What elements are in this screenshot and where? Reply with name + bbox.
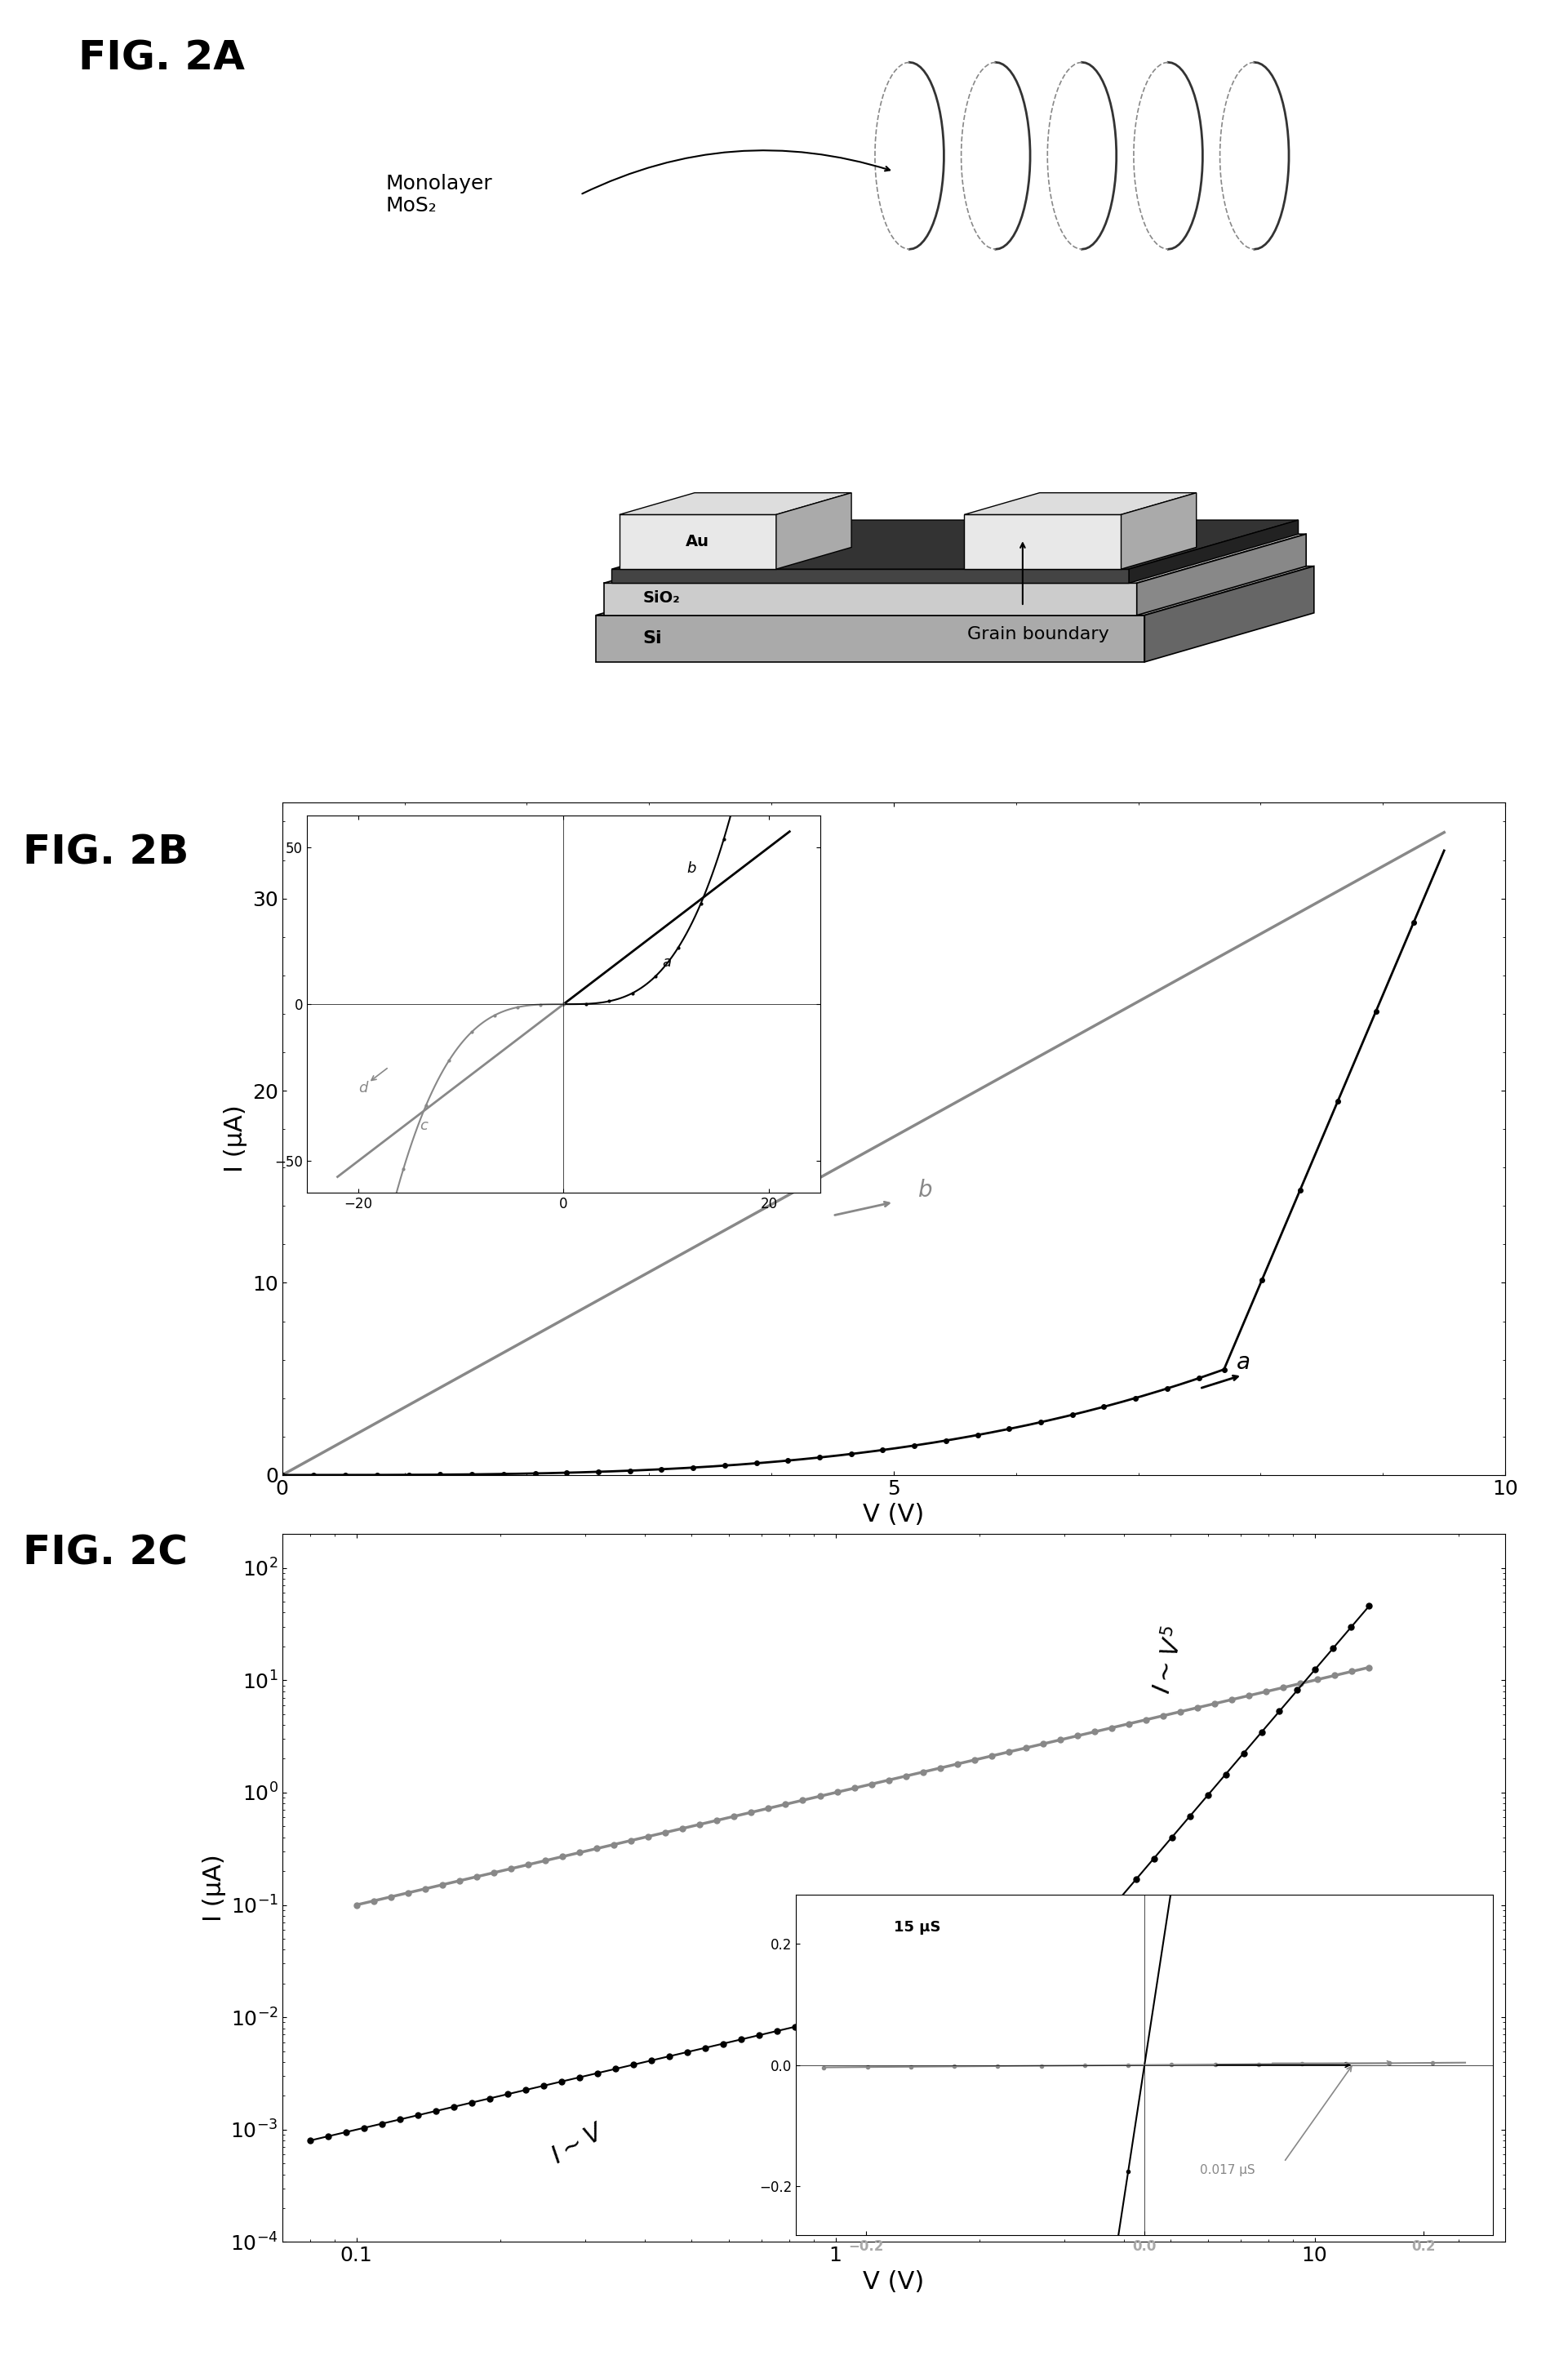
Text: FIG. 2B: FIG. 2B [22,833,188,873]
X-axis label: V (V): V (V) [862,1503,925,1527]
Polygon shape [604,583,1137,616]
X-axis label: V (V): V (V) [862,2270,925,2294]
Text: $I\sim V^5$: $I\sim V^5$ [1148,1624,1189,1697]
Polygon shape [1137,533,1306,616]
Polygon shape [604,533,1306,583]
Text: Monolayer
MoS₂: Monolayer MoS₂ [386,175,492,215]
Polygon shape [612,519,1298,569]
Y-axis label: I (μA): I (μA) [224,1104,248,1173]
Polygon shape [964,514,1121,569]
Y-axis label: I (μA): I (μA) [202,1855,226,1921]
Polygon shape [619,514,776,569]
Text: FIG. 2C: FIG. 2C [22,1534,188,1574]
Polygon shape [612,569,1129,583]
Polygon shape [596,566,1314,616]
Polygon shape [776,493,851,569]
Polygon shape [1145,566,1314,661]
Polygon shape [1121,493,1196,569]
Text: b: b [919,1178,933,1201]
Polygon shape [596,616,1145,661]
Text: Si: Si [643,630,662,647]
Polygon shape [964,493,1196,514]
Polygon shape [619,493,851,514]
Text: $I\sim V$: $I\sim V$ [547,2119,610,2169]
Polygon shape [1129,519,1298,583]
Text: Grain boundary: Grain boundary [967,625,1109,642]
Text: a: a [1236,1352,1250,1374]
Text: FIG. 2A: FIG. 2A [78,38,245,78]
Text: Au: Au [685,533,710,550]
Text: SiO₂: SiO₂ [643,590,681,607]
